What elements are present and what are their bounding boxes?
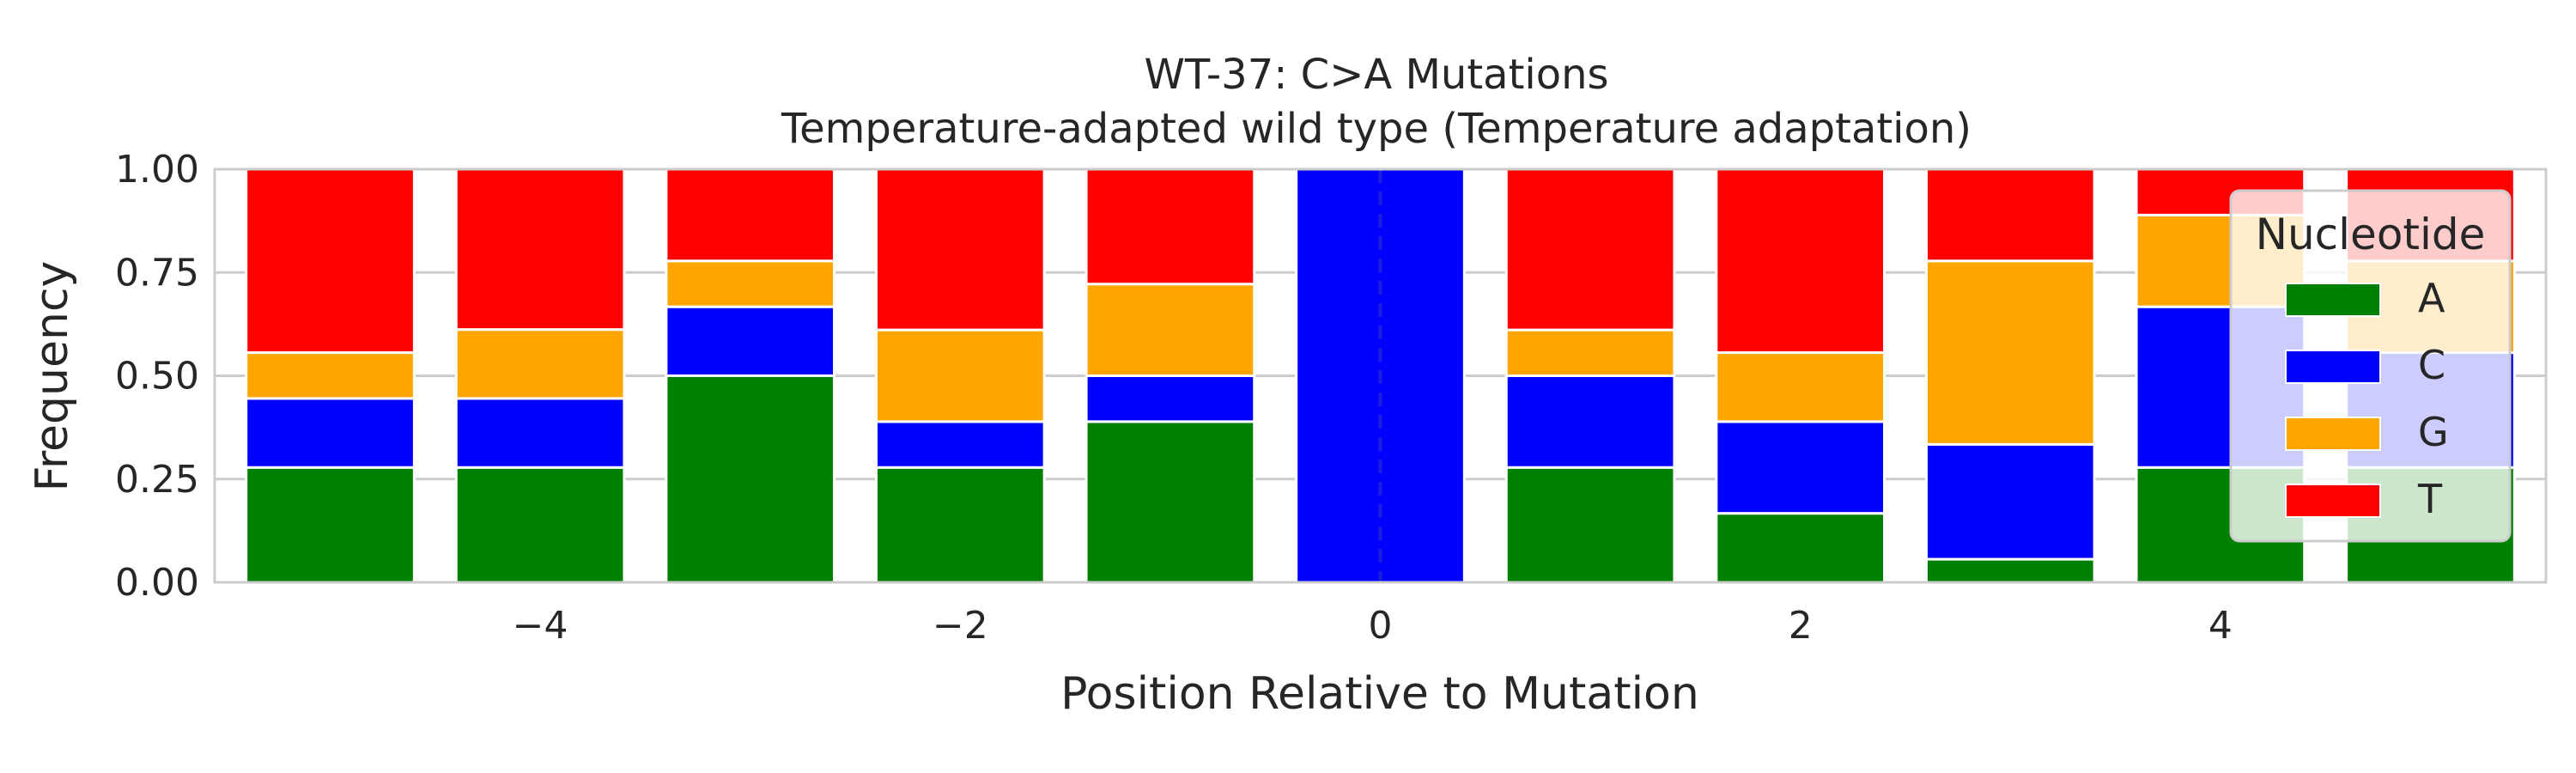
plot-area [213, 167, 2548, 584]
y-tick-label: 0.25 [115, 458, 199, 502]
legend-label-A: A [2418, 275, 2445, 321]
bar-T-pos--4 [454, 167, 626, 332]
legend-label-G: G [2418, 409, 2449, 455]
bar-G-pos--3 [665, 259, 836, 308]
bar-G-pos-2 [1715, 351, 1886, 423]
bar-T-pos--1 [1084, 167, 1256, 286]
bar-G-pos-1 [1504, 328, 1676, 378]
bar-T-pos-1 [1504, 167, 1676, 332]
bar-T-pos-3 [1924, 167, 2096, 263]
bar-C-pos-3 [1924, 442, 2096, 561]
x-tick-label: 0 [1369, 604, 1393, 648]
legend-swatch-T [2285, 484, 2381, 518]
x-tick-label: −4 [513, 604, 568, 648]
bar-A-pos-1 [1504, 466, 1676, 584]
x-axis-label: Position Relative to Mutation [1060, 668, 1699, 720]
y-tick-label: 0.00 [115, 561, 199, 605]
bar-A-pos-2 [1715, 512, 1886, 584]
bar-A-pos--3 [665, 374, 836, 584]
bar-A-pos--1 [1084, 420, 1256, 584]
x-axis-ticks: −4 −2 0 2 4 [513, 604, 2233, 648]
bar-G-pos--4 [454, 328, 626, 400]
x-tick-label: −2 [933, 604, 988, 648]
bar-T-pos-2 [1715, 167, 1886, 355]
x-tick-label: 2 [1789, 604, 1813, 648]
bar-G-pos--1 [1084, 283, 1256, 377]
bar-A-pos--2 [874, 466, 1046, 584]
bar-C-pos-2 [1715, 420, 1886, 515]
bar-T-pos--3 [665, 167, 836, 263]
chart-subtitle: Temperature-adapted wild type (Temperatu… [781, 105, 1971, 153]
bar-C-pos-1 [1504, 374, 1676, 469]
bar-C-pos--5 [245, 397, 416, 469]
x-tick-label: 4 [2208, 604, 2233, 648]
legend-swatch-G [2285, 417, 2381, 451]
bar-G-pos--2 [874, 328, 1046, 423]
chart-title: WT-37: C>A Mutations [1144, 51, 1608, 99]
y-tick-label: 1.00 [115, 148, 199, 192]
legend-swatch-A [2285, 283, 2381, 317]
y-tick-label: 0.75 [115, 251, 199, 295]
legend-swatch-C [2285, 350, 2381, 384]
bar-T-pos--5 [245, 167, 416, 355]
y-axis-ticks: 0.00 0.25 0.50 0.75 1.00 [115, 148, 199, 605]
y-axis-label: Frequency [27, 261, 78, 492]
bar-G-pos--5 [245, 351, 416, 400]
bar-A-pos--5 [245, 466, 416, 584]
bar-G-pos-3 [1924, 259, 2096, 446]
bar-C-pos--3 [665, 305, 836, 378]
bar-C-pos--2 [874, 420, 1046, 469]
bar-C-pos--1 [1084, 374, 1256, 423]
legend-label-C: C [2418, 342, 2445, 388]
legend-label-T: T [2417, 476, 2443, 522]
bar-T-pos--2 [874, 167, 1046, 332]
bar-A-pos--4 [454, 466, 626, 584]
bar-C-pos--4 [454, 397, 626, 469]
legend-title: Nucleotide [2256, 210, 2486, 259]
bar-A-pos-3 [1924, 557, 2096, 584]
y-tick-label: 0.50 [115, 355, 199, 399]
